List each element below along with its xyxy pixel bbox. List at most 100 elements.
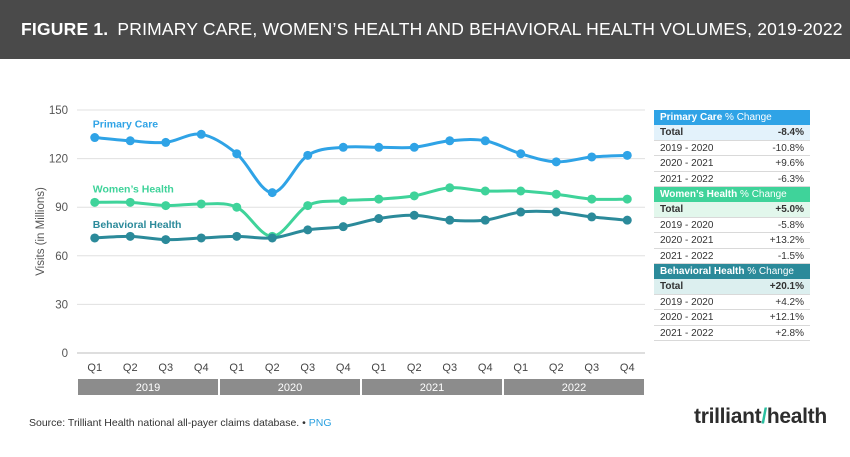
- table-row: 2021 - 2022 -1.5%: [654, 249, 810, 264]
- x-tick-label: Q3: [584, 362, 599, 374]
- table-row: 2020 - 2021 +13.2%: [654, 233, 810, 249]
- row-value: +9.6%: [775, 158, 804, 169]
- table-header: Primary Care % Change: [654, 110, 810, 125]
- logo-word-right: health: [766, 405, 827, 428]
- data-point: [551, 189, 561, 199]
- table-row: Total +5.0%: [654, 202, 810, 218]
- table-header-name: Women’s Health: [660, 189, 738, 200]
- series-line-1: [94, 186, 628, 238]
- x-tick-label: Q1: [229, 362, 244, 374]
- year-label: 2022: [562, 382, 586, 394]
- x-tick-label: Q2: [407, 362, 422, 374]
- data-point: [480, 186, 490, 196]
- data-point: [587, 212, 597, 222]
- data-point: [622, 194, 632, 204]
- row-value: +20.1%: [769, 281, 804, 292]
- row-value: -8.4%: [777, 127, 804, 138]
- series-line-0: [94, 132, 628, 195]
- table-row: 2019 - 2020 -5.8%: [654, 218, 810, 233]
- y-tick-label: 30: [55, 299, 68, 311]
- y-tick-label: 60: [55, 251, 68, 263]
- series-label: Behavioral Health: [93, 219, 182, 231]
- row-value: +12.1%: [769, 312, 804, 323]
- table-header-name: Behavioral Health: [660, 266, 745, 277]
- data-point: [232, 231, 242, 241]
- table-row: 2020 - 2021 +9.6%: [654, 156, 810, 172]
- row-value: +5.0%: [775, 204, 804, 215]
- data-point: [551, 207, 561, 217]
- data-point: [161, 235, 171, 245]
- row-value: +4.2%: [775, 296, 804, 308]
- figure-label: FIGURE 1.: [21, 19, 109, 39]
- data-point: [303, 225, 313, 235]
- figure-title: PRIMARY CARE, WOMEN’S HEALTH AND BEHAVIO…: [117, 19, 843, 39]
- data-point: [409, 191, 419, 201]
- table-row: Total -8.4%: [654, 125, 810, 141]
- data-point: [90, 233, 100, 243]
- series-line-2: [94, 209, 628, 242]
- data-point: [516, 186, 526, 196]
- x-tick-label: Q2: [123, 362, 138, 374]
- row-value: +13.2%: [769, 235, 804, 246]
- data-point: [622, 215, 632, 225]
- x-tick-label: Q1: [87, 362, 102, 374]
- data-point: [161, 201, 171, 211]
- row-label: 2020 - 2021: [660, 235, 714, 246]
- source-note: Source: Trilliant Health national all-pa…: [29, 417, 332, 429]
- x-tick-label: Q2: [265, 362, 280, 374]
- table-row: 2019 - 2020 -10.8%: [654, 141, 810, 156]
- data-point: [196, 129, 206, 139]
- data-point: [125, 231, 135, 241]
- year-label: 2019: [136, 382, 160, 394]
- row-value: -5.8%: [777, 219, 804, 231]
- y-tick-label: 120: [49, 154, 68, 166]
- x-tick-label: Q1: [371, 362, 386, 374]
- data-point: [338, 222, 348, 232]
- row-value: -6.3%: [777, 173, 804, 185]
- x-tick-label: Q3: [158, 362, 173, 374]
- data-point: [409, 142, 419, 152]
- year-band: [504, 379, 644, 395]
- row-label: 2019 - 2020: [660, 142, 714, 154]
- row-label: Total: [660, 204, 684, 215]
- row-label: 2019 - 2020: [660, 219, 714, 231]
- data-point: [445, 215, 455, 225]
- trilliant-health-logo: trilliant/health: [694, 405, 827, 429]
- data-point: [267, 188, 277, 198]
- title-bar: FIGURE 1. PRIMARY CARE, WOMEN’S HEALTH A…: [0, 0, 850, 59]
- row-label: 2020 - 2021: [660, 158, 714, 169]
- data-point: [445, 183, 455, 193]
- data-point: [303, 201, 313, 211]
- year-band: [362, 379, 502, 395]
- year-band: [220, 379, 360, 395]
- table-header-name: Primary Care: [660, 112, 723, 123]
- logo-mark: /: [761, 405, 767, 428]
- data-point: [516, 207, 526, 217]
- table-header-suffix: % Change: [737, 189, 787, 200]
- table-row: 2020 - 2021 +12.1%: [654, 310, 810, 326]
- y-tick-label: 90: [55, 202, 68, 214]
- table-row: 2019 - 2020 +4.2%: [654, 295, 810, 310]
- source-text: Source: Trilliant Health national all-pa…: [29, 417, 306, 429]
- year-label: 2020: [278, 382, 302, 394]
- table-header-suffix: % Change: [744, 266, 794, 277]
- table-row: Total +20.1%: [654, 279, 810, 295]
- data-point: [90, 133, 100, 143]
- x-tick-label: Q3: [442, 362, 457, 374]
- row-label: 2021 - 2022: [660, 173, 714, 185]
- data-point: [338, 196, 348, 206]
- data-point: [125, 136, 135, 146]
- row-label: Total: [660, 281, 684, 292]
- data-point: [409, 210, 419, 220]
- year-label: 2021: [420, 382, 444, 394]
- data-point: [480, 215, 490, 225]
- data-point: [232, 149, 242, 159]
- data-point: [125, 197, 135, 207]
- png-link[interactable]: PNG: [308, 417, 332, 429]
- data-point: [196, 233, 206, 243]
- x-tick-label: Q4: [194, 362, 209, 374]
- y-tick-label: 0: [62, 348, 68, 360]
- data-point: [445, 136, 455, 146]
- data-point: [374, 214, 384, 224]
- data-point: [338, 142, 348, 152]
